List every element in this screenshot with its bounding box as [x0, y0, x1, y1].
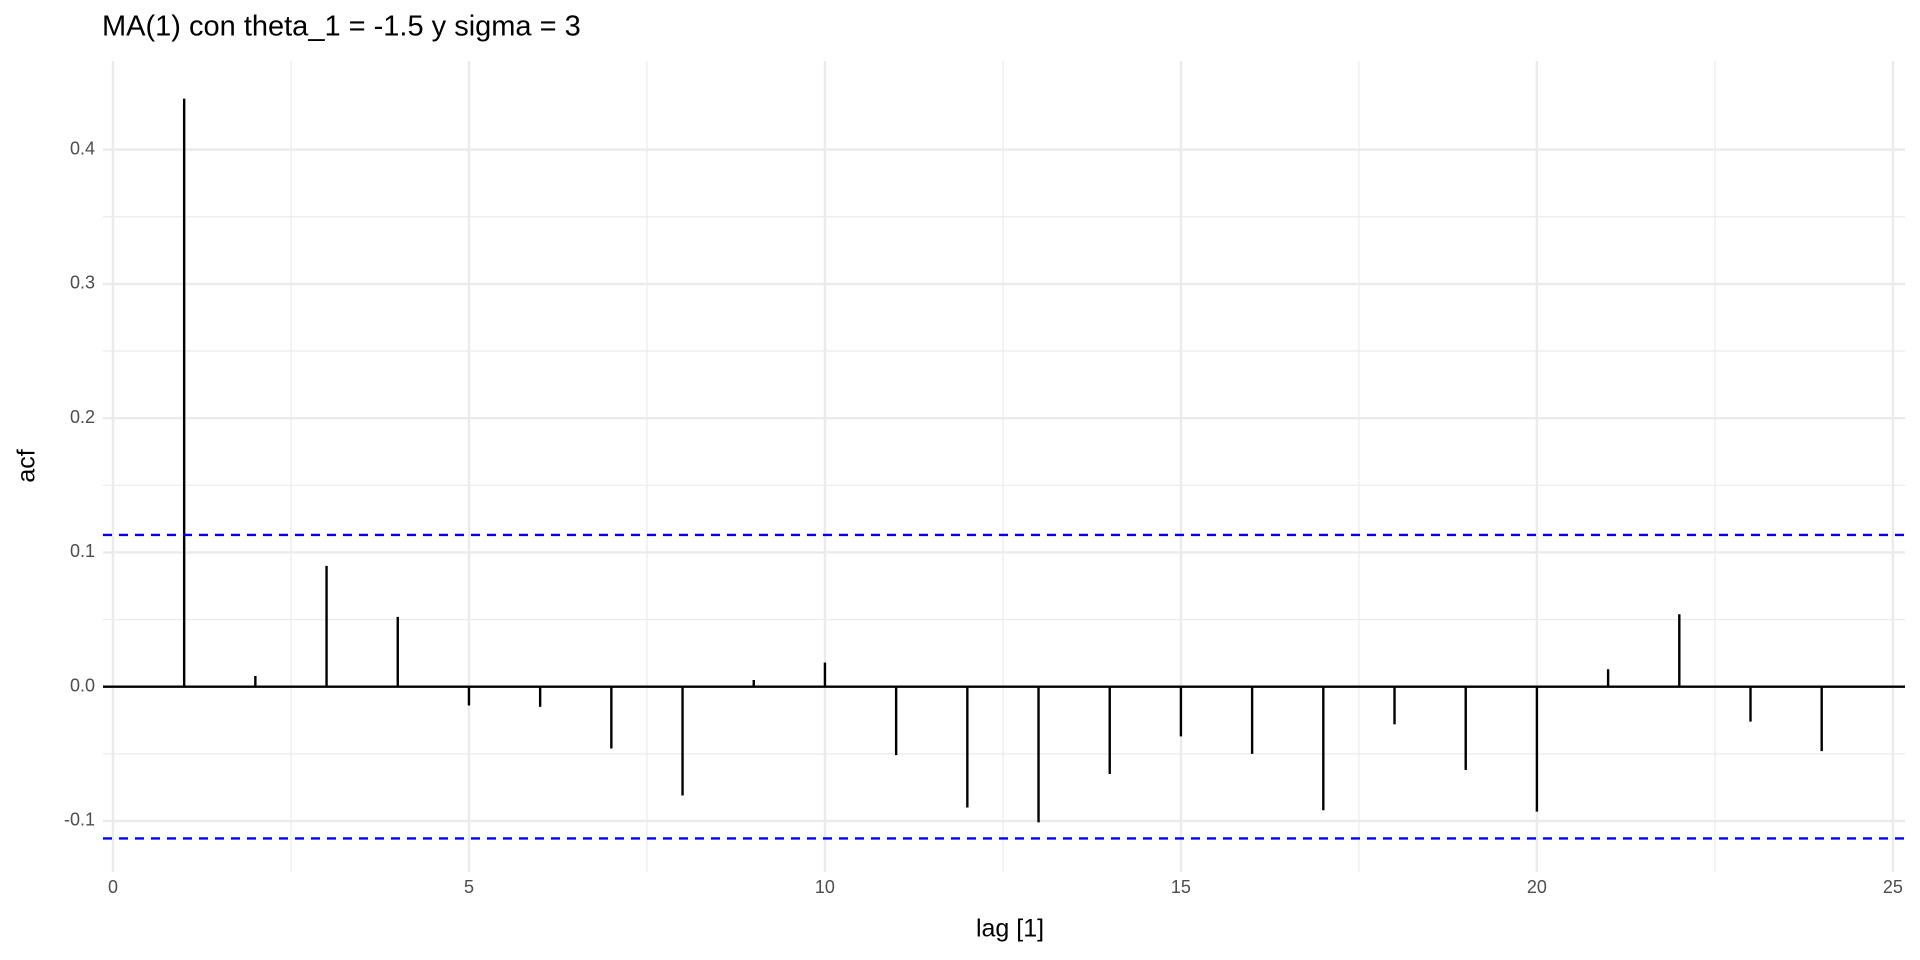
y-tick-label: 0.1	[70, 541, 95, 561]
y-tick-label: 0.0	[70, 675, 95, 695]
x-tick-label: 20	[1527, 877, 1547, 897]
chart-title: MA(1) con theta_1 = -1.5 y sigma = 3	[102, 11, 581, 43]
x-tick-label: 25	[1883, 877, 1903, 897]
y-axis-title: acf	[13, 449, 41, 482]
x-tick-label: 5	[464, 877, 474, 897]
x-tick-label: 15	[1171, 877, 1191, 897]
x-tick-label: 0	[108, 877, 118, 897]
y-tick-label: 0.4	[70, 138, 95, 158]
x-tick-label: 10	[815, 877, 835, 897]
y-tick-label: -0.1	[64, 810, 95, 830]
y-tick-label: 0.2	[70, 407, 95, 427]
x-axis-title: lag [1]	[976, 915, 1044, 943]
y-tick-label: 0.3	[70, 273, 95, 293]
